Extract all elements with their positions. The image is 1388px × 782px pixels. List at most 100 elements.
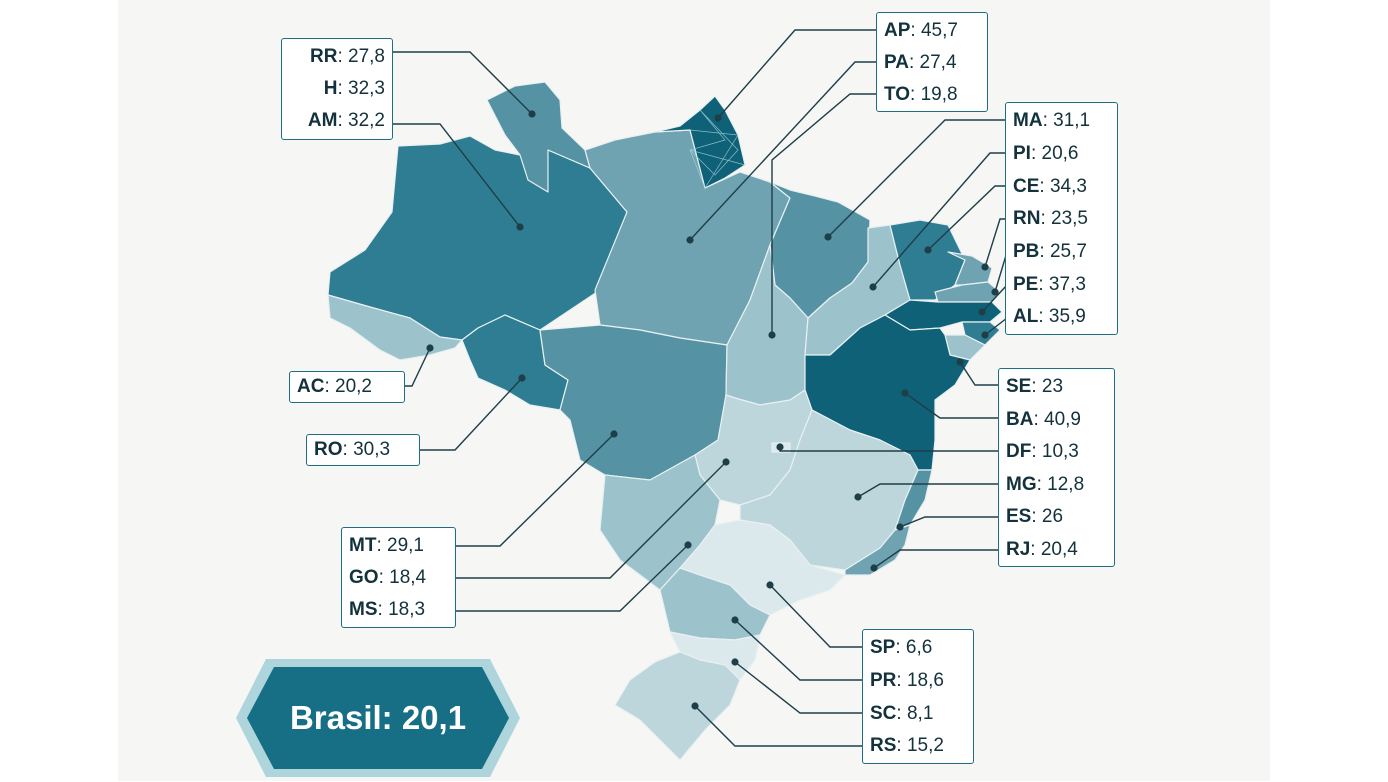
dot-AM bbox=[516, 223, 524, 231]
leader-ES bbox=[899, 516, 1000, 528]
dot-RO bbox=[518, 374, 526, 382]
code-RJ: RJ bbox=[1006, 538, 1031, 560]
state-MG bbox=[739, 409, 919, 571]
label-PI: PI: 20,6 bbox=[1006, 137, 1117, 171]
value-PB: 25,7 bbox=[1049, 241, 1087, 263]
label-H: H: 32,3 bbox=[282, 73, 392, 105]
brasil-badge: Brasil: 20,1 bbox=[236, 659, 520, 777]
value-RR: 27,8 bbox=[348, 46, 385, 67]
label-group-south: SP: 6,6 PR: 18,6 SC: 8,1 RS: 15,2 bbox=[862, 629, 974, 764]
leader-RJ bbox=[873, 549, 1000, 569]
label-PB: PB: 25,7 bbox=[1006, 235, 1117, 269]
label-PA: PA: 27,4 bbox=[877, 47, 987, 79]
code-PA: PA bbox=[884, 52, 909, 73]
label-AM: AM: 32,2 bbox=[282, 105, 392, 137]
label-PE: PE: 37,3 bbox=[1006, 268, 1117, 302]
dot-PA bbox=[686, 236, 694, 244]
code-PR: PR bbox=[870, 670, 897, 692]
label-MA: MA: 31,1 bbox=[1006, 105, 1117, 138]
code-PI: PI bbox=[1013, 143, 1031, 165]
value-MT: 29,1 bbox=[387, 535, 424, 556]
code-RO: RO bbox=[314, 439, 343, 460]
dot-AC bbox=[426, 344, 434, 352]
dot-AP bbox=[714, 114, 722, 122]
leader-CE bbox=[927, 185, 1007, 251]
dot-SP bbox=[766, 581, 774, 589]
value-ES: 26 bbox=[1041, 506, 1064, 528]
state-AC bbox=[327, 294, 463, 361]
leader-AP bbox=[717, 29, 878, 119]
value-SP: 6,6 bbox=[905, 637, 933, 659]
value-DF: 10,3 bbox=[1041, 441, 1079, 463]
value-RS: 15,2 bbox=[906, 735, 944, 757]
leader-PR bbox=[734, 619, 863, 681]
code-PE: PE bbox=[1013, 273, 1039, 295]
value-PI: 20,6 bbox=[1041, 143, 1079, 165]
value-MG: 12,8 bbox=[1047, 473, 1085, 495]
value-RN: 23,5 bbox=[1051, 208, 1088, 230]
leader-BA bbox=[904, 392, 1000, 419]
label-RJ: RJ: 20,4 bbox=[999, 533, 1114, 566]
leader-AM bbox=[390, 123, 521, 228]
dot-RN bbox=[981, 263, 989, 271]
leader-AC bbox=[405, 347, 431, 387]
value-SC: 8,1 bbox=[906, 702, 934, 724]
dot-MG bbox=[854, 493, 862, 501]
dot-MS bbox=[684, 541, 692, 549]
label-GO: GO: 18,4 bbox=[342, 562, 455, 594]
leader-MT bbox=[456, 433, 615, 547]
label-RN: RN: 23,5 bbox=[1006, 203, 1117, 236]
code-SE: SE bbox=[1006, 376, 1032, 398]
label-MT: MT: 29,1 bbox=[342, 530, 455, 562]
leader-AL bbox=[984, 317, 1008, 336]
value-H: 32,3 bbox=[348, 78, 385, 99]
code-GO: GO bbox=[349, 567, 379, 588]
leader-MA bbox=[827, 119, 1007, 238]
value-MA: 31,1 bbox=[1053, 110, 1091, 132]
dot-RR bbox=[528, 110, 536, 118]
leader-GO bbox=[456, 461, 727, 579]
label-MG: MG: 12,8 bbox=[999, 468, 1114, 501]
code-BA: BA bbox=[1006, 408, 1034, 430]
brasil-label: Brasil: bbox=[289, 699, 393, 736]
leader-MS bbox=[456, 544, 689, 612]
value-AM: 32,2 bbox=[348, 110, 385, 131]
label-SC: SC: 8,1 bbox=[863, 697, 973, 731]
value-PE: 37,3 bbox=[1048, 273, 1086, 295]
label-ES: ES: 26 bbox=[999, 501, 1114, 534]
dot-PR bbox=[731, 616, 739, 624]
label-SE: SE: 23 bbox=[999, 371, 1114, 404]
leader-RR bbox=[390, 51, 533, 115]
leader-SP bbox=[769, 584, 863, 648]
label-DF: DF: 10,3 bbox=[999, 436, 1114, 469]
label-MS: MS: 18,3 bbox=[342, 594, 455, 626]
label-SP: SP: 6,6 bbox=[863, 632, 973, 665]
value-AL: 35,9 bbox=[1048, 306, 1086, 328]
value-PR: 18,6 bbox=[906, 670, 944, 692]
dot-CE bbox=[924, 246, 932, 254]
code-MA: MA bbox=[1013, 110, 1043, 132]
leader-SE bbox=[959, 361, 1000, 386]
code-TO: TO bbox=[884, 84, 911, 105]
code-RR: RR bbox=[310, 46, 338, 67]
state-RS bbox=[614, 651, 741, 761]
leader-TO bbox=[771, 93, 878, 335]
value-AP: 45,7 bbox=[920, 20, 958, 41]
label-group-center-west: MT: 29,1 GO: 18,4 MS: 18,3 bbox=[341, 527, 456, 628]
ap-pattern bbox=[689, 109, 746, 189]
brasil-total: Brasil: 20,1 bbox=[236, 659, 520, 777]
value-RO: 30,3 bbox=[353, 439, 391, 460]
leader-RO bbox=[420, 377, 523, 451]
code-AC: AC bbox=[297, 376, 325, 397]
value-PA: 27,4 bbox=[919, 52, 957, 73]
dot-AL bbox=[981, 331, 989, 339]
code-AP: AP bbox=[884, 20, 911, 41]
brasil-value: 20,1 bbox=[401, 699, 467, 736]
dot-RJ bbox=[870, 564, 878, 572]
value-AC: 20,2 bbox=[335, 376, 372, 397]
code-ES: ES bbox=[1006, 506, 1032, 528]
state-AL bbox=[961, 321, 1001, 346]
leader-PA bbox=[689, 61, 878, 241]
